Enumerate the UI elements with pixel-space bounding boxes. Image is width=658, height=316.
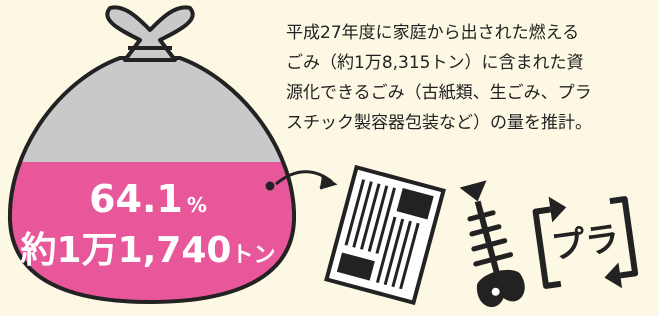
fish-bone-icon [450,178,528,310]
description: 平成27年度に家庭から出された燃えるごみ（約1万8,315トン）に含まれた資源化… [286,18,656,138]
description-line: 平成27年度に家庭から出された燃える [286,18,656,48]
description-line: スチック製容器包装など）の量を推計。 [286,108,656,138]
description-line: 源化できるごみ（古紙類、生ごみ、プラ [286,78,656,108]
description-line: ごみ（約1万8,315トン）に含まれた資 [286,48,656,78]
plastic-label: プラ [549,218,622,267]
newspaper-icon [327,167,444,302]
plastic-recycle-icon: プラ [534,186,637,299]
infographic: 64.1% 約1万1,740トン プラ 平成27年度に家庭から出された燃えるごみ… [0,0,658,316]
